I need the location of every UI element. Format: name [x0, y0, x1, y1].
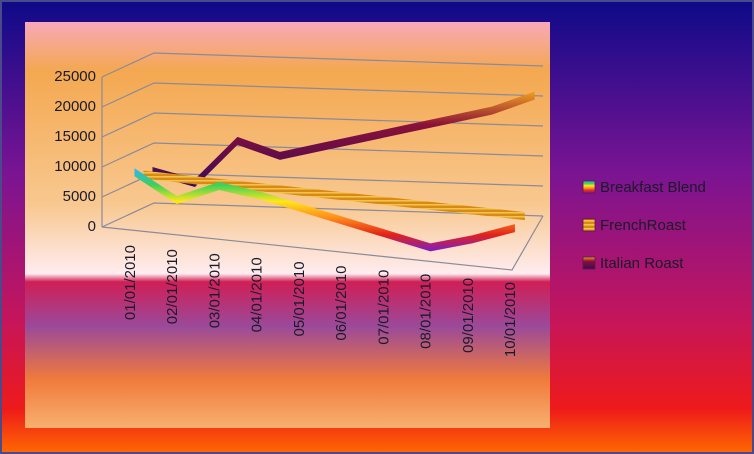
- gridline: [101, 52, 544, 78]
- gridline: [101, 202, 544, 228]
- series-italian-roast: [152, 91, 535, 187]
- legend-swatch: [582, 218, 596, 232]
- floor-edge: [101, 215, 544, 271]
- y-tick-label: 0: [88, 218, 96, 235]
- y-tick-label: 25000: [54, 68, 96, 85]
- x-tick-label: 09/01/2010: [460, 278, 477, 353]
- series-frenchroast: [143, 170, 525, 221]
- x-axis: 01/01/2010 02/01/2010 03/01/2010 04/01/2010…: [122, 245, 519, 357]
- y-tick-label: 15000: [54, 128, 96, 145]
- x-tick-label: 10/01/2010: [502, 282, 519, 357]
- x-tick-label: 07/01/2010: [375, 270, 392, 345]
- x-tick-label: 03/01/2010: [206, 253, 223, 328]
- y-tick-label: 5000: [63, 188, 96, 205]
- legend: Breakfast Blend FrenchRoast Italian Roast: [582, 179, 706, 272]
- plot-area: [25, 22, 550, 428]
- series-group: [134, 91, 535, 252]
- legend-label: Breakfast Blend: [600, 179, 706, 196]
- gridline: [101, 112, 544, 138]
- gridline: [101, 142, 544, 168]
- gridlines: [101, 52, 544, 271]
- x-tick-label: 06/01/2010: [333, 266, 350, 341]
- legend-swatch: [582, 256, 596, 270]
- legend-swatch: [582, 180, 596, 194]
- legend-label: Italian Roast: [600, 255, 684, 272]
- x-tick-label: 01/01/2010: [122, 245, 139, 320]
- x-tick-label: 08/01/2010: [418, 274, 435, 349]
- series-breakfast-blend: [134, 168, 515, 252]
- x-tick-label: 04/01/2010: [249, 257, 266, 332]
- y-tick-label: 20000: [54, 98, 96, 115]
- gridline: [101, 82, 544, 108]
- y-tick-label: 10000: [54, 158, 96, 175]
- legend-label: FrenchRoast: [600, 217, 687, 234]
- x-tick-label: 05/01/2010: [291, 261, 308, 336]
- x-tick-label: 02/01/2010: [164, 249, 181, 324]
- y-axis: 0 5000 10000 15000 20000 25000: [54, 68, 96, 235]
